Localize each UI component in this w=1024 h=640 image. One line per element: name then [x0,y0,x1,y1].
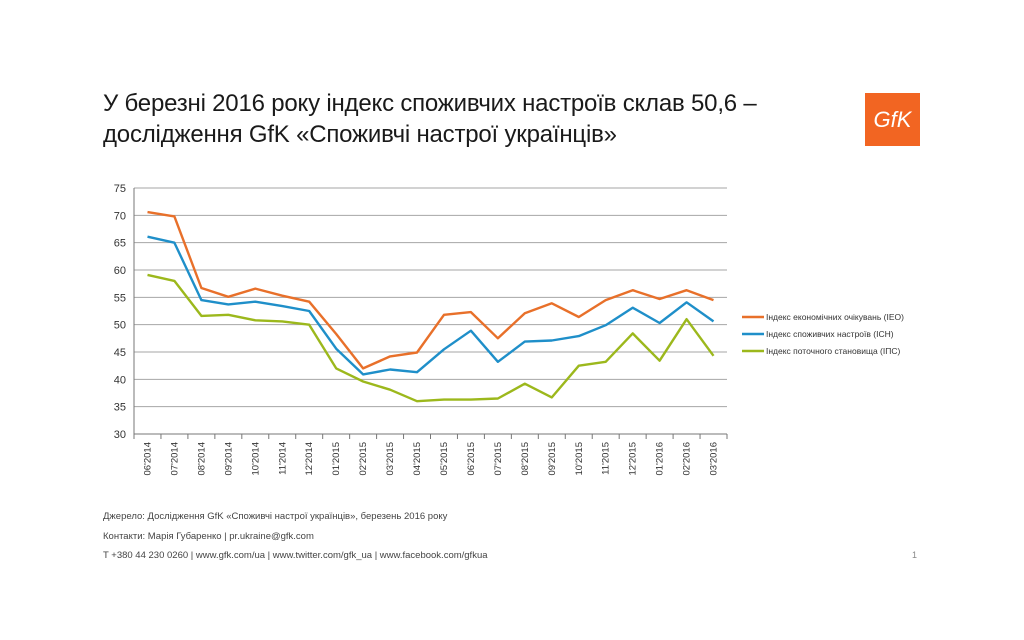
x-tick-label: 07'2015 [493,442,504,476]
x-tick-label: 03'2015 [385,442,396,476]
title-line-2: дослідження GfK «Споживчі настрої україн… [103,121,617,148]
x-tick-label: 12'2015 [628,442,639,476]
x-tick-label: 01'2016 [655,442,666,476]
y-tick-label: 50 [114,320,126,332]
x-tick-label: 06'2014 [142,442,153,476]
y-tick-label: 60 [114,265,126,277]
x-tick-label: 06'2015 [466,442,477,476]
y-tick-label: 30 [114,429,126,441]
title-line-1: У березні 2016 року індекс споживчих нас… [103,90,757,117]
x-tick-label: 09'2015 [547,442,558,476]
x-tick-label: 08'2014 [196,442,207,476]
x-tick-label: 07'2014 [169,442,180,476]
page-number: 1 [912,550,918,560]
x-tick-label: 04'2015 [412,442,423,476]
legend-label: Індекс споживчих настроїв (ІСН) [766,329,894,339]
y-tick-label: 70 [114,210,126,222]
gfk-logo: GfK [865,93,920,146]
y-tick-label: 40 [114,374,126,386]
x-tick-label: 10'2014 [250,442,261,476]
y-tick-label: 75 [114,183,126,195]
x-tick-label: 10'2015 [574,442,585,476]
x-tick-label: 02'2015 [358,442,369,476]
footer-source: Джерело: Дослідження GfK «Споживчі настр… [103,511,448,522]
x-tick-label: 03'2016 [709,442,720,476]
x-tick-label: 12'2014 [304,442,315,476]
legend-label: Індекс економічних очікувань (ІЕО) [766,312,904,322]
y-tick-label: 45 [114,347,126,359]
y-tick-label: 55 [114,292,126,304]
page-title: У березні 2016 року індекс споживчих нас… [103,88,823,150]
x-tick-label: 08'2015 [520,442,531,476]
x-tick-label: 01'2015 [331,442,342,476]
series-line-0 [147,210,714,370]
y-tick-label: 65 [114,238,126,250]
x-tick-label: 11'2015 [601,442,612,475]
footer-links: T +380 44 230 0260 | www.gfk.com/ua | ww… [103,550,488,561]
legend-label: Індекс поточного становища (ІПС) [766,346,900,356]
series-line-2 [147,273,715,403]
footer-contacts: Контакти: Марія Губаренко | pr.ukraine@g… [103,531,314,542]
x-tick-label: 05'2015 [439,442,450,476]
y-tick-label: 35 [114,402,126,414]
x-tick-label: 11'2014 [277,442,288,475]
logo-text: GfK [873,106,912,132]
series-line-1 [147,235,715,376]
x-tick-label: 02'2016 [682,442,693,476]
x-tick-label: 09'2014 [223,442,234,476]
